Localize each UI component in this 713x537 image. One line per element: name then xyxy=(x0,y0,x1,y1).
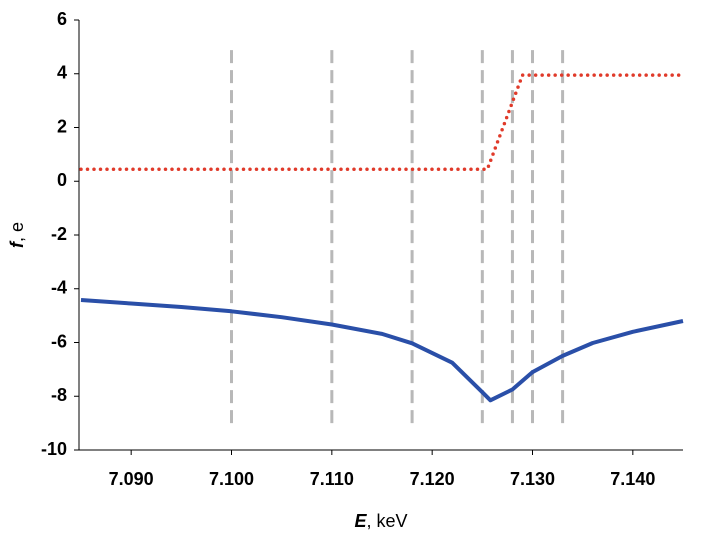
y-tick-label: 2 xyxy=(57,116,67,136)
x-tick-label: 7.140 xyxy=(610,469,655,489)
x-label-unit: , keV xyxy=(366,511,407,531)
x-tick-label: 7.130 xyxy=(510,469,555,489)
y-tick-label: -8 xyxy=(51,385,67,405)
y-label-symbol: f xyxy=(7,240,27,248)
y-axis-label: f, e xyxy=(7,222,27,248)
x-axis-label: E, keV xyxy=(354,511,407,531)
y-tick-label: 4 xyxy=(57,63,67,83)
y-tick-label: 0 xyxy=(57,170,67,190)
y-tick-label: -2 xyxy=(51,224,67,244)
series-line xyxy=(79,73,685,171)
series-line xyxy=(80,298,684,403)
x-label-symbol: E xyxy=(354,511,367,531)
x-tick-label: 7.110 xyxy=(310,469,354,489)
y-tick-label: -10 xyxy=(41,439,67,459)
x-tick-label: 7.090 xyxy=(109,469,154,489)
y-tick-label: -4 xyxy=(51,278,67,298)
y-tick-label: 6 xyxy=(57,9,67,29)
y-label-unit: , e xyxy=(7,222,27,242)
x-tick-label: 7.100 xyxy=(209,469,254,489)
x-tick-label: 7.120 xyxy=(410,469,455,489)
y-tick-label: -6 xyxy=(51,331,67,351)
